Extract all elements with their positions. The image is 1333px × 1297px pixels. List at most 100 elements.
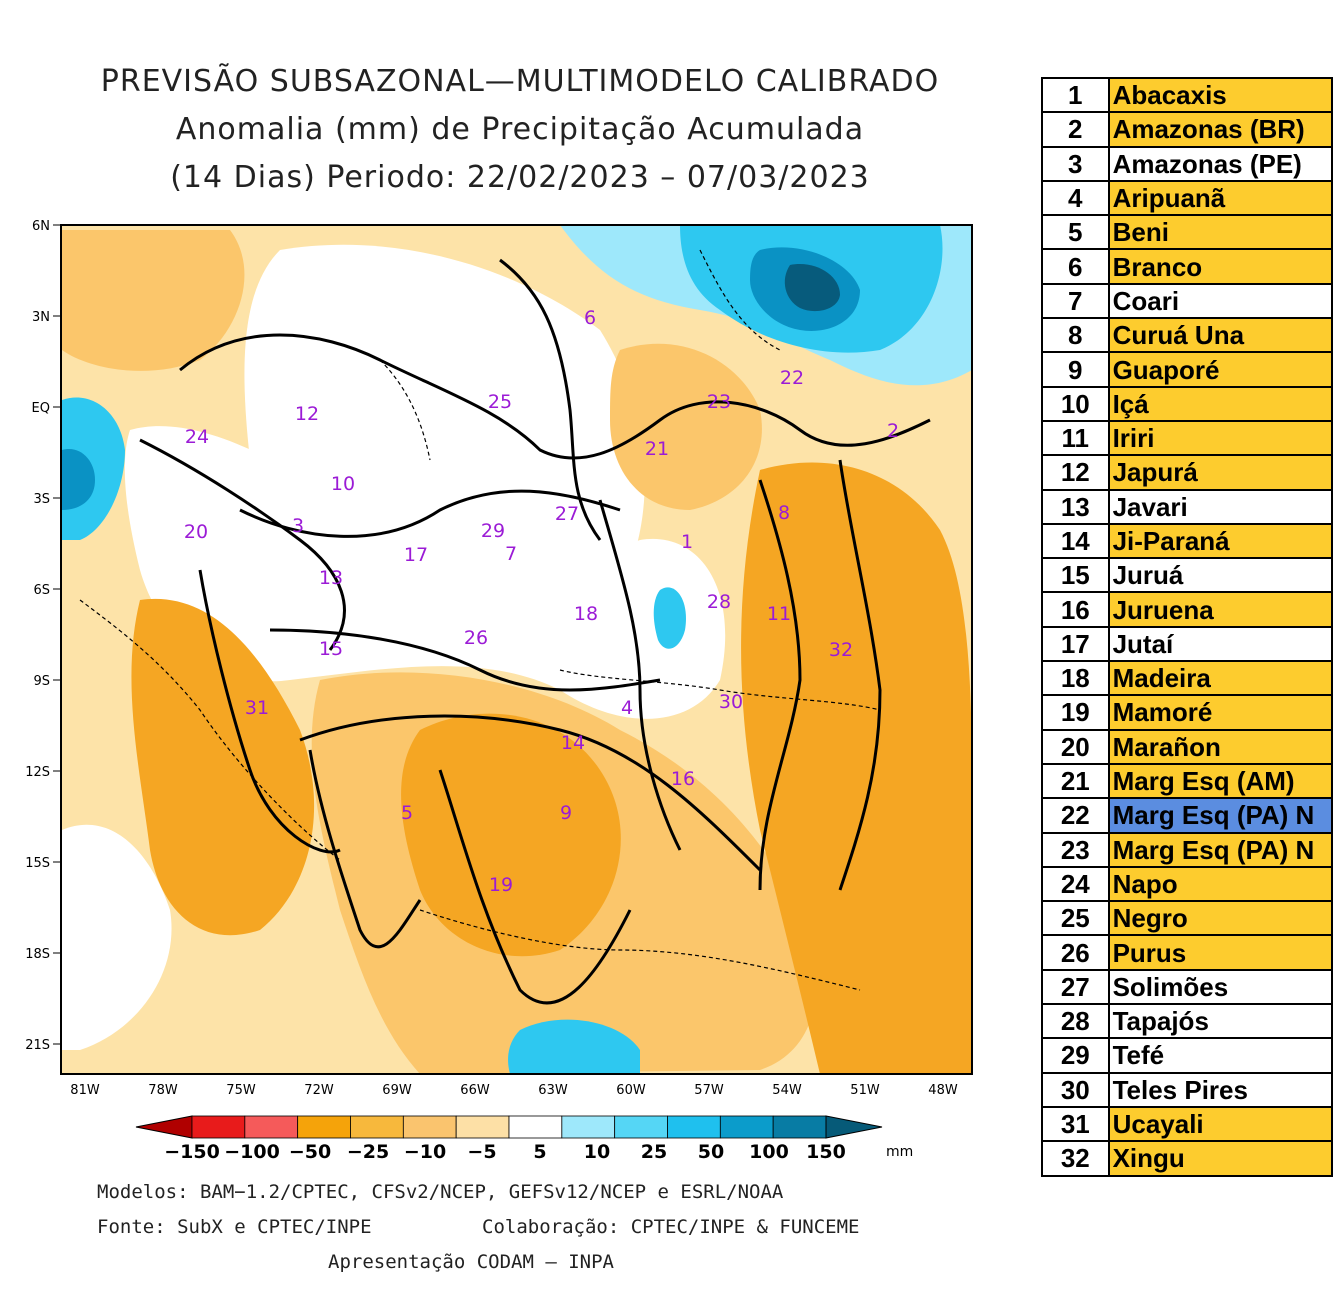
basin-label: 27 <box>555 503 579 525</box>
basin-name-cell: Marg Esq (AM) <box>1107 762 1333 800</box>
basin-number-cell: 4 <box>1041 179 1110 217</box>
basin-name-cell: Coari <box>1107 282 1333 320</box>
colorbar-segment <box>191 1115 246 1139</box>
credit-source: Fonte: SubX e CPTEC/INPE <box>97 1216 372 1238</box>
table-row: 9 Guaporé <box>1041 351 1333 388</box>
basin-outlines <box>139 258 931 1005</box>
basin-label: 8 <box>778 502 790 524</box>
lat-label: 18S <box>25 947 50 962</box>
colorbar-end-right <box>825 1115 883 1139</box>
lat-label: 9S <box>33 674 50 689</box>
basin-label: 31 <box>245 697 269 719</box>
basin-label: 11 <box>767 603 791 625</box>
basin-label: 18 <box>574 603 598 625</box>
table-row: 25 Negro <box>1041 900 1333 937</box>
basin-label: 13 <box>319 567 343 589</box>
basin-number-cell: 27 <box>1041 968 1110 1006</box>
lat-label: 12S <box>25 765 50 780</box>
basin-name-cell: Ji-Paraná <box>1107 522 1333 560</box>
latitude-axis: 6N 3N EQ 3S 6S 9S 12S 15S 18S 21S <box>25 219 50 1053</box>
basin-number-cell: 31 <box>1041 1105 1110 1143</box>
map-title-line2: Anomalia (mm) de Precipitação Acumulada <box>175 112 865 147</box>
basin-label: 5 <box>401 802 413 824</box>
basin-number-cell: 11 <box>1041 419 1110 457</box>
lat-label: 6S <box>33 583 50 598</box>
colorbar-tick: 5 <box>533 1141 546 1163</box>
basin-name-cell: Curuá Una <box>1107 317 1333 354</box>
basin-number-cell: 15 <box>1041 557 1110 594</box>
basin-name-cell: Içá <box>1107 385 1333 422</box>
colorbar-segment <box>561 1115 616 1139</box>
table-row: 4 Aripuanã <box>1041 179 1333 217</box>
basin-number-cell: 30 <box>1041 1071 1110 1108</box>
colorbar-tick: −100 <box>224 1141 280 1163</box>
longitude-axis: 81W 78W 75W 72W 69W 66W 63W 60W 57W 54W … <box>70 1083 958 1098</box>
basin-label: 6 <box>584 307 596 329</box>
map-frame <box>60 224 973 1075</box>
table-row: 1 Abacaxis <box>1041 76 1333 114</box>
lon-label: 69W <box>382 1083 412 1098</box>
credit-collab: Colaboração: CPTEC/INPE & FUNCEME <box>482 1216 860 1238</box>
basin-number-cell: 29 <box>1041 1037 1110 1074</box>
lat-label: EQ <box>32 401 50 416</box>
basin-name-cell: Amazonas (BR) <box>1107 111 1333 148</box>
basin-number-cell: 18 <box>1041 660 1110 697</box>
table-row: 26 Purus <box>1041 934 1333 971</box>
basin-number-cell: 17 <box>1041 625 1110 663</box>
basin-label: 30 <box>719 691 743 713</box>
colorbar-tick: −5 <box>467 1141 496 1163</box>
basin-label: 1 <box>681 531 693 553</box>
border-lines <box>79 249 881 991</box>
colorbar-segments <box>135 1115 883 1139</box>
basin-name-cell: Javari <box>1107 488 1333 525</box>
table-row: 7 Coari <box>1041 282 1333 320</box>
basin-number-cell: 25 <box>1041 900 1110 937</box>
field-wet-west-core <box>62 449 95 510</box>
basin-name-cell: Japurá <box>1107 454 1333 491</box>
table-row: 5 Beni <box>1041 214 1333 251</box>
lat-label: 6N <box>32 219 50 234</box>
field-wet-north-darkest <box>784 264 840 312</box>
colorbar-segment <box>244 1115 299 1139</box>
table-row: 23 Marg Esq (PA) N <box>1041 831 1333 868</box>
basin-number-cell: 26 <box>1041 934 1110 971</box>
lon-label: 57W <box>694 1083 724 1098</box>
colorbar-tick: −50 <box>289 1141 331 1163</box>
colorbar-tick: 150 <box>806 1141 846 1163</box>
basin-legend-table: 1 Abacaxis 2 Amazonas (BR) 3 Amazonas (PE) 4 Ar… <box>1041 76 1333 1177</box>
basin-label: 10 <box>331 473 355 495</box>
basin-number-cell: 6 <box>1041 248 1110 285</box>
basin-number-labels: 1 2 3 4 5 6 7 8 9 10 11 12 13 14 15 16 1… <box>184 307 899 896</box>
table-row: 20 Marañon <box>1041 728 1333 765</box>
table-row: 16 Juruena <box>1041 591 1333 628</box>
colorbar-tick: −10 <box>404 1141 446 1163</box>
map-title-line3: (14 Dias) Periodo: 22/02/2023 – 07/03/20… <box>170 160 870 195</box>
lon-label: 75W <box>226 1083 256 1098</box>
basin-label: 21 <box>645 438 669 460</box>
basin-label: 24 <box>185 426 209 448</box>
table-row: 32 Xingu <box>1041 1140 1333 1177</box>
basin-number-cell: 3 <box>1041 145 1110 182</box>
basin-name-cell: Marg Esq (PA) N <box>1107 831 1333 868</box>
basin-label: 26 <box>464 627 488 649</box>
basin-label: 25 <box>488 391 512 413</box>
basin-name-cell: Branco <box>1107 248 1333 285</box>
basin-name-cell: Amazonas (PE) <box>1107 145 1333 182</box>
credit-presentation: Apresentação CODAM – INPA <box>328 1251 614 1273</box>
table-row: 15 Juruá <box>1041 557 1333 594</box>
colorbar-unit: mm <box>886 1144 913 1160</box>
basin-number-cell: 24 <box>1041 865 1110 903</box>
colorbar: −150 −100 −50 −25 −10 −5 5 10 25 50 100 … <box>135 1115 913 1163</box>
colorbar-tick: −150 <box>164 1141 220 1163</box>
basin-name-cell: Iriri <box>1107 419 1333 457</box>
anomaly-field <box>61 225 972 1074</box>
colorbar-tick: 50 <box>698 1141 724 1163</box>
basin-label: 19 <box>489 874 513 896</box>
basin-name-cell: Beni <box>1107 214 1333 251</box>
basin-name-cell: Solimões <box>1107 968 1333 1006</box>
lon-label: 78W <box>148 1083 178 1098</box>
basin-name-cell: Abacaxis <box>1107 76 1333 114</box>
lon-label: 81W <box>70 1083 100 1098</box>
basin-number-cell: 9 <box>1041 351 1110 388</box>
basin-label: 9 <box>560 802 572 824</box>
